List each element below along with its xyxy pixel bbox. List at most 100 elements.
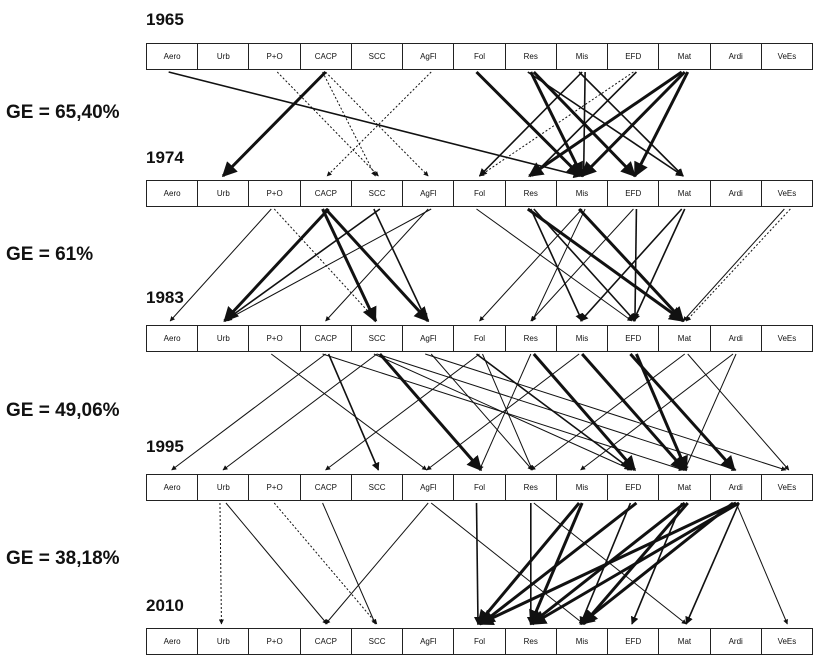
transition-arrow-mis-to-res bbox=[531, 208, 586, 322]
transition-arrow-urb-to-urb bbox=[218, 502, 224, 625]
transition-arrow-mis-to-mat bbox=[578, 71, 684, 177]
transition-arrow-res-to-fol bbox=[479, 353, 532, 471]
transition-arrow-agfl-to-cacp bbox=[326, 71, 432, 177]
year-label-1965: 1965 bbox=[146, 10, 184, 29]
category-cell-cacp: CACP bbox=[301, 44, 352, 69]
transition-arrow-cacp-to-scc bbox=[322, 71, 376, 177]
transition-arrow-vees-to-mat bbox=[682, 208, 785, 322]
transition-arrow-efd-to-ardi bbox=[629, 352, 736, 472]
category-cell-mis: Mis bbox=[557, 629, 609, 654]
category-cell-po: P+O bbox=[249, 475, 301, 500]
category-cell-po: P+O bbox=[249, 181, 301, 206]
category-cell-agfl: AgFl bbox=[403, 475, 455, 500]
category-cell-res: Res bbox=[506, 629, 557, 654]
ge-label-1983-1995: GE = 49,06% bbox=[6, 400, 120, 421]
category-cell-efd: EFD bbox=[608, 475, 660, 500]
year-label-1974: 1974 bbox=[146, 148, 184, 167]
category-cell-efd: EFD bbox=[608, 326, 660, 351]
category-cell-agfl: AgFl bbox=[403, 629, 455, 654]
category-cell-urb: Urb bbox=[198, 326, 250, 351]
transition-arrow-ardi-to-vees bbox=[735, 502, 788, 625]
category-cell-scc: SCC bbox=[352, 44, 404, 69]
category-cell-ardi: Ardi bbox=[711, 629, 762, 654]
transition-arrow-mis-to-fol bbox=[476, 502, 581, 626]
category-cell-po: P+O bbox=[249, 629, 301, 654]
transition-arrow-scc-to-urb bbox=[223, 208, 381, 322]
category-cell-aero: Aero bbox=[147, 181, 199, 206]
category-cell-mis: Mis bbox=[557, 181, 609, 206]
transition-arrow-fol-to-mis bbox=[475, 70, 582, 178]
category-cell-aero: Aero bbox=[147, 629, 199, 654]
transition-arrow-efd-to-efd bbox=[631, 208, 640, 322]
transition-arrow-po-to-scc bbox=[273, 502, 378, 625]
transition-arrow-mis-to-mat bbox=[580, 353, 686, 472]
category-cell-res: Res bbox=[506, 326, 557, 351]
transition-arrow-aero-to-mis bbox=[168, 71, 582, 179]
transition-arrow-res-to-mis bbox=[530, 208, 583, 322]
category-cell-po: P+O bbox=[249, 44, 301, 69]
category-cell-urb: Urb bbox=[198, 181, 250, 206]
transition-arrow-ardi-to-fol bbox=[478, 501, 737, 626]
transition-arrow-agfl-to-cacp bbox=[325, 208, 429, 322]
category-cell-scc: SCC bbox=[352, 475, 404, 500]
category-row-1995: Aero Urb P+O CACP SCC AgFl Fol Res Mis EFD Mat Ardi… bbox=[146, 474, 813, 501]
category-cell-mat: Mat bbox=[659, 629, 711, 654]
category-cell-cacp: CACP bbox=[301, 181, 352, 206]
transition-arrow-po-to-agfl bbox=[270, 353, 428, 471]
transition-arrow-vees-to-mat bbox=[685, 208, 791, 322]
category-cell-cacp: CACP bbox=[301, 475, 352, 500]
transition-arrow-mis-to-fol bbox=[478, 71, 583, 177]
category-cell-agfl: AgFl bbox=[403, 44, 455, 69]
category-cell-vees: VeEs bbox=[777, 189, 797, 198]
category-cell-po: P+O bbox=[249, 326, 301, 351]
transition-arrow-cacp-to-scc bbox=[321, 208, 377, 323]
category-cell-aero: Aero bbox=[147, 326, 199, 351]
category-cell-scc: SCC bbox=[352, 181, 404, 206]
transition-arrow-po-to-scc bbox=[276, 71, 379, 177]
transition-arrow-mis-to-fol bbox=[479, 208, 583, 322]
category-cell-fol: Fol bbox=[454, 181, 506, 206]
category-cell-efd: EFD bbox=[608, 44, 660, 69]
transition-arrow-agfl-to-vees bbox=[425, 353, 787, 472]
category-cell-mat: Mat bbox=[659, 326, 711, 351]
transition-arrow-cacp-to-aero bbox=[171, 353, 326, 471]
category-cell-vees: VeEs bbox=[777, 483, 797, 492]
transition-arrow-cacp-to-scc bbox=[322, 502, 376, 625]
transition-arrow-ardi-to-mat bbox=[685, 502, 740, 625]
category-cell-res: Res bbox=[506, 181, 557, 206]
category-cell-cacp: CACP bbox=[301, 326, 352, 351]
category-cell-ardi: Ardi bbox=[711, 475, 762, 500]
transition-arrow-mat-to-mis bbox=[581, 70, 686, 178]
category-cell-mat: Mat bbox=[659, 181, 711, 206]
year-label-2010: 2010 bbox=[146, 596, 184, 615]
transition-arrow-efd-to-res bbox=[530, 208, 634, 322]
transition-arrow-fol-to-cacp bbox=[325, 353, 480, 471]
category-row-1974: Aero Urb P+O CACP SCC AgFl Fol Res Mis EFD Mat Ardi… bbox=[146, 180, 813, 207]
year-label-1983: 1983 bbox=[146, 288, 184, 307]
ge-label-1974-1983: GE = 61% bbox=[6, 244, 94, 265]
category-cell-fol: Fol bbox=[454, 44, 506, 69]
ge-label-1965-1974: GE = 65,40% bbox=[6, 102, 120, 123]
transition-arrow-scc-to-agfl bbox=[373, 208, 428, 322]
category-cell-fol: Fol bbox=[454, 326, 506, 351]
transition-arrow-efd-to-fol bbox=[479, 501, 638, 626]
transition-arrow-cacp-to-scc bbox=[327, 353, 380, 471]
transition-arrow-cacp-to-urb bbox=[221, 70, 327, 178]
transition-arrow-efd-to-res bbox=[531, 71, 637, 177]
category-cell-aero: Aero bbox=[147, 44, 199, 69]
category-row-1965: Aero Urb P+O CACP SCC AgFl Fol Res Mis EFD Mat Ardi… bbox=[146, 43, 813, 70]
category-cell-fol: Fol bbox=[454, 629, 506, 654]
transition-arrow-cacp-to-agfl bbox=[325, 71, 429, 177]
category-cell-mat: Mat bbox=[659, 475, 711, 500]
category-cell-agfl: AgFl bbox=[403, 326, 455, 351]
ge-label-1995-2010: GE = 38,18% bbox=[6, 548, 120, 569]
category-cell-res: Res bbox=[506, 44, 557, 69]
category-cell-vees: VeEs bbox=[777, 637, 797, 646]
category-cell-mis: Mis bbox=[557, 44, 609, 69]
category-cell-ardi: Ardi bbox=[711, 181, 762, 206]
transition-arrow-ardi-to-mis bbox=[580, 353, 734, 471]
category-cell-fol: Fol bbox=[454, 475, 506, 500]
transition-arrow-cacp-to-urb bbox=[223, 207, 330, 323]
transition-arrow-res-to-mat bbox=[526, 207, 685, 323]
